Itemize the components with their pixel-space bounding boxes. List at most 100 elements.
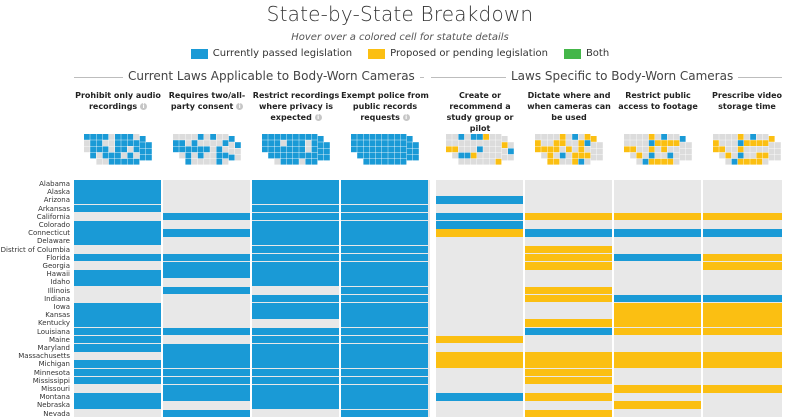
heatmap-cell[interactable] <box>703 294 782 303</box>
heatmap-cell[interactable] <box>74 393 161 401</box>
info-icon[interactable]: i <box>236 103 244 110</box>
info-icon[interactable]: i <box>314 114 322 121</box>
heatmap-cell[interactable] <box>525 376 612 385</box>
heatmap-cell[interactable] <box>341 393 428 401</box>
heatmap-cell[interactable] <box>74 278 161 286</box>
heatmap-cell[interactable] <box>252 188 339 196</box>
heatmap-cell[interactable] <box>525 327 612 336</box>
heatmap-cell[interactable] <box>614 253 701 262</box>
heatmap-cell[interactable] <box>525 409 612 417</box>
heatmap-cell[interactable] <box>525 212 612 221</box>
heatmap-cell[interactable] <box>163 376 250 385</box>
heatmap-cell[interactable] <box>703 352 782 360</box>
heatmap-cell[interactable] <box>252 294 339 303</box>
heatmap-cell[interactable] <box>341 196 428 204</box>
heatmap-cell[interactable] <box>252 352 339 360</box>
heatmap-cell[interactable] <box>341 311 428 319</box>
heatmap-cell[interactable] <box>74 229 161 237</box>
heatmap-cell[interactable] <box>436 352 523 360</box>
heatmap-cell[interactable] <box>252 196 339 204</box>
heatmap-cell[interactable] <box>252 245 339 254</box>
heatmap-cell[interactable] <box>252 278 339 286</box>
heatmap-cell[interactable] <box>163 253 250 262</box>
heatmap-cell[interactable] <box>74 221 161 229</box>
heatmap-cell[interactable] <box>163 385 250 393</box>
heatmap-cell[interactable] <box>252 180 339 188</box>
heatmap-cell[interactable] <box>163 360 250 368</box>
heatmap-cell[interactable] <box>74 303 161 311</box>
heatmap-cell[interactable] <box>341 376 428 385</box>
heatmap-cell[interactable] <box>163 327 250 336</box>
heatmap-cell[interactable] <box>252 368 339 377</box>
heatmap-cell[interactable] <box>525 319 612 327</box>
heatmap-cell[interactable] <box>74 319 161 327</box>
heatmap-cell[interactable] <box>614 327 701 336</box>
heatmap-cell[interactable] <box>614 385 701 393</box>
heatmap-cell[interactable] <box>163 229 250 237</box>
heatmap-cell[interactable] <box>525 368 612 377</box>
heatmap-cell[interactable] <box>74 188 161 196</box>
heatmap-cell[interactable] <box>341 278 428 286</box>
heatmap-cell[interactable] <box>252 360 339 368</box>
heatmap-cell[interactable] <box>252 229 339 237</box>
heatmap-cell[interactable] <box>525 360 612 368</box>
heatmap-cell[interactable] <box>341 368 428 377</box>
heatmap-cell[interactable] <box>163 344 250 352</box>
heatmap-cell[interactable] <box>436 335 523 344</box>
heatmap-cell[interactable] <box>252 311 339 319</box>
heatmap-cell[interactable] <box>252 393 339 401</box>
heatmap-cell[interactable] <box>703 385 782 393</box>
heatmap-cell[interactable] <box>341 360 428 368</box>
heatmap-cell[interactable] <box>163 270 250 278</box>
heatmap-cell[interactable] <box>74 335 161 344</box>
heatmap-cell[interactable] <box>74 327 161 336</box>
heatmap-cell[interactable] <box>436 360 523 368</box>
heatmap-cell[interactable] <box>703 253 782 262</box>
heatmap-cell[interactable] <box>703 303 782 311</box>
heatmap-cell[interactable] <box>163 262 250 270</box>
heatmap-cell[interactable] <box>525 286 612 295</box>
heatmap-cell[interactable] <box>703 360 782 368</box>
heatmap-cell[interactable] <box>525 352 612 360</box>
heatmap-cell[interactable] <box>252 212 339 221</box>
heatmap-cell[interactable] <box>74 237 161 245</box>
heatmap-cell[interactable] <box>436 212 523 221</box>
heatmap-cell[interactable] <box>703 262 782 270</box>
heatmap-cell[interactable] <box>341 237 428 245</box>
heatmap-cell[interactable] <box>614 311 701 319</box>
heatmap-cell[interactable] <box>74 401 161 409</box>
heatmap-cell[interactable] <box>252 385 339 393</box>
heatmap-cell[interactable] <box>341 409 428 417</box>
heatmap-cell[interactable] <box>74 376 161 385</box>
heatmap-cell[interactable] <box>163 393 250 401</box>
heatmap-cell[interactable] <box>341 401 428 409</box>
heatmap-cell[interactable] <box>341 327 428 336</box>
heatmap-cell[interactable] <box>74 368 161 377</box>
heatmap-cell[interactable] <box>252 204 339 213</box>
heatmap-cell[interactable] <box>341 352 428 360</box>
heatmap-cell[interactable] <box>341 270 428 278</box>
heatmap-cell[interactable] <box>525 393 612 401</box>
info-icon[interactable]: i <box>402 114 410 121</box>
info-icon[interactable]: i <box>140 103 147 110</box>
heatmap-cell[interactable] <box>341 221 428 229</box>
heatmap-cell[interactable] <box>341 262 428 270</box>
heatmap-cell[interactable] <box>614 212 701 221</box>
heatmap-cell[interactable] <box>614 303 701 311</box>
heatmap-cell[interactable] <box>252 327 339 336</box>
heatmap-cell[interactable] <box>341 212 428 221</box>
heatmap-cell[interactable] <box>252 221 339 229</box>
heatmap-cell[interactable] <box>525 253 612 262</box>
heatmap-cell[interactable] <box>74 344 161 352</box>
heatmap-cell[interactable] <box>163 409 250 417</box>
heatmap-cell[interactable] <box>341 245 428 254</box>
heatmap-cell[interactable] <box>341 303 428 311</box>
heatmap-cell[interactable] <box>436 196 523 204</box>
heatmap-cell[interactable] <box>163 286 250 295</box>
heatmap-cell[interactable] <box>525 262 612 270</box>
heatmap-cell[interactable] <box>341 188 428 196</box>
heatmap-cell[interactable] <box>614 294 701 303</box>
heatmap-cell[interactable] <box>341 286 428 295</box>
heatmap-cell[interactable] <box>341 229 428 237</box>
heatmap-cell[interactable] <box>163 212 250 221</box>
